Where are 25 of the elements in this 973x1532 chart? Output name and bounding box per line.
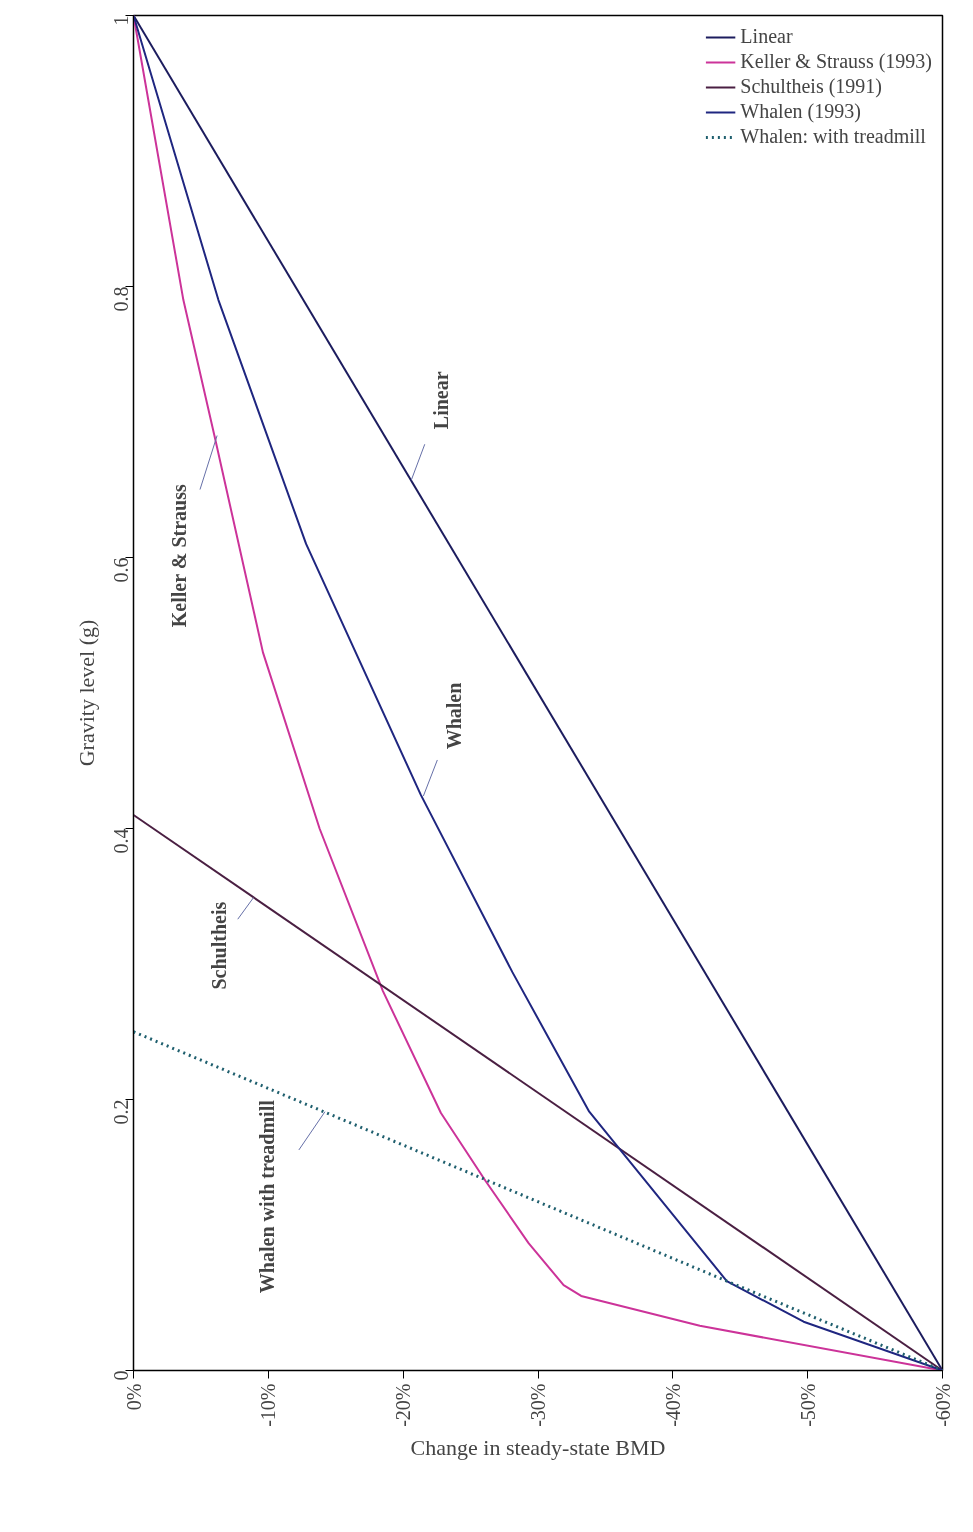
legend-label: Whalen: with treadmill (740, 125, 926, 148)
x-tick-label: -60% (931, 1383, 954, 1427)
x-axis-title: Change in steady-state BMD (410, 1434, 666, 1460)
annotation: Linear (430, 371, 453, 430)
annotation: Schultheis (207, 901, 230, 990)
y-tick-label: 0.2 (109, 1099, 132, 1125)
legend-label: Keller & Strauss (1993) (740, 50, 932, 73)
x-tick-label: -30% (527, 1383, 549, 1427)
y-tick-label: 0.6 (109, 557, 132, 583)
x-tick-label: -10% (257, 1383, 280, 1427)
annotation: Whalen with treadmill (255, 1099, 278, 1294)
legend-label: Whalen (1993) (740, 100, 861, 123)
y-axis-title: Gravity level (g) (73, 619, 99, 767)
x-tick-label: -40% (661, 1383, 684, 1427)
x-tick-label: -50% (796, 1383, 819, 1427)
x-tick-label: -20% (392, 1383, 415, 1427)
annotation: Whalen (443, 682, 466, 750)
y-tick-label: 0.4 (109, 828, 132, 854)
x-tick-label: 0% (122, 1383, 145, 1411)
annotation: Keller & Strauss (168, 484, 191, 628)
y-tick-label: 0.8 (109, 286, 132, 312)
y-tick-label: 0 (109, 1370, 132, 1381)
legend-label: Schultheis (1991) (740, 75, 883, 98)
legend-label: Linear (740, 25, 793, 48)
y-tick-label: 1 (109, 15, 132, 26)
